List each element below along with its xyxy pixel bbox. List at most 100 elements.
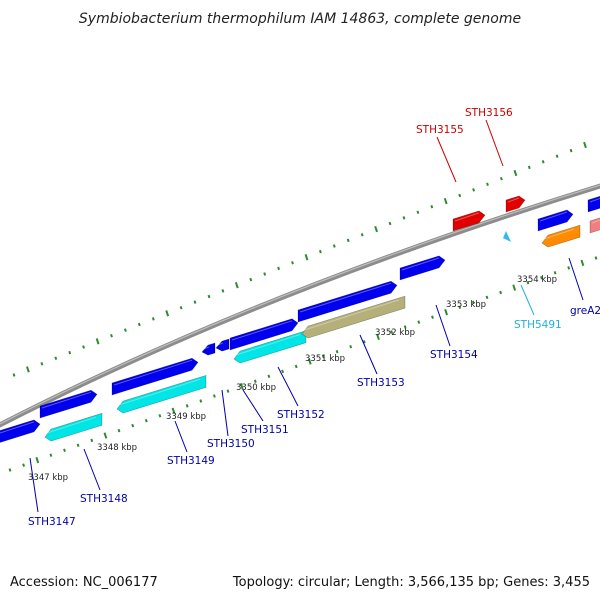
outer-track-dot xyxy=(555,154,559,158)
label-leader-lines xyxy=(29,119,584,513)
gene-label-grea2[interactable]: greA2 xyxy=(570,305,600,317)
inner-track-dot xyxy=(307,358,312,365)
outer-track-dot xyxy=(360,233,364,237)
inner-track-dot xyxy=(117,428,121,433)
inner-track-dot xyxy=(349,344,353,349)
gene-orange[interactable] xyxy=(541,224,581,248)
outer-track-dot xyxy=(82,345,86,349)
gene-next-blue[interactable] xyxy=(587,195,600,213)
tick-label-3354: 3354 kbp xyxy=(517,275,557,285)
leader-sth3147 xyxy=(29,457,39,513)
inner-track-dot xyxy=(63,448,66,453)
gene-label-sth3156[interactable]: STH3156 xyxy=(465,107,513,119)
gene-sth3148-rev-highlight xyxy=(46,416,97,434)
gene-sth3149-rev[interactable] xyxy=(116,374,207,414)
tick-labels: 3347 kbp 3348 kbp 3349 kbp 3350 kbp 3351… xyxy=(28,275,557,483)
gene-label-sth3148[interactable]: STH3148 xyxy=(80,493,128,505)
inner-track-dot xyxy=(390,330,394,334)
outer-track-dot xyxy=(221,289,225,293)
gene-track xyxy=(0,195,600,444)
leader-sth3148 xyxy=(83,448,101,491)
gene-grea2[interactable] xyxy=(537,209,574,232)
outer-track-dot xyxy=(374,225,378,233)
outer-track-dot xyxy=(151,317,155,321)
gene-label-sth3152[interactable]: STH3152 xyxy=(277,409,325,421)
gene-sth3148-highlight xyxy=(41,391,92,409)
outer-track-dot xyxy=(95,338,100,345)
outer-track-dot xyxy=(527,165,531,170)
outer-track-dot xyxy=(430,204,434,209)
tick-label-3352: 3352 kbp xyxy=(375,328,415,338)
gene-sth3150-highlight xyxy=(203,346,210,350)
gene-label-sth5491[interactable]: STH5491 xyxy=(514,319,562,331)
outer-dotted-track xyxy=(12,141,587,377)
inner-dotted-track xyxy=(8,256,598,472)
outer-track-dot xyxy=(277,266,281,271)
leader-grea2 xyxy=(568,257,584,301)
inner-track-dot xyxy=(8,468,12,472)
genome-backbone-highlight xyxy=(0,184,600,425)
gene-sth3149[interactable] xyxy=(111,357,199,396)
gene-label-sth3155[interactable]: STH3155 xyxy=(416,124,464,136)
outer-track-dot xyxy=(291,261,294,265)
gene-sth3155[interactable] xyxy=(452,210,486,232)
inner-track-dot xyxy=(253,379,257,384)
tick-label-3349: 3349 kbp xyxy=(166,412,206,422)
outer-track-dot xyxy=(137,322,141,327)
inner-track-dot xyxy=(431,315,434,319)
inner-track-dot xyxy=(103,432,108,439)
inner-track-dot xyxy=(35,456,40,464)
outer-track-dot xyxy=(499,176,503,181)
gene-pink[interactable] xyxy=(589,216,600,234)
leader-sth3155 xyxy=(436,136,457,183)
gene-sth3150[interactable] xyxy=(201,342,216,356)
outer-track-dot xyxy=(40,362,44,366)
gene-sth3154[interactable] xyxy=(399,255,446,281)
gene-sth3152-fwd[interactable] xyxy=(229,318,299,351)
gene-sth3153-fwd-highlight xyxy=(299,282,392,313)
gene-sth5491[interactable] xyxy=(503,231,511,242)
leader-sth3154 xyxy=(435,304,451,347)
gene-sth3149-rev-highlight xyxy=(118,378,201,406)
gene-label-sth3153[interactable]: STH3153 xyxy=(357,377,405,389)
outer-track-dot xyxy=(304,254,309,261)
outer-track-dot xyxy=(541,160,545,164)
outer-track-dot xyxy=(569,148,573,153)
inner-track-dot xyxy=(158,414,162,418)
gene-sth3152-highlight xyxy=(235,334,301,356)
outer-track-dot xyxy=(123,328,127,332)
outer-track-dot xyxy=(388,221,392,226)
inner-track-dot xyxy=(90,438,94,443)
outer-track-dot xyxy=(402,216,406,220)
gene-label-sth3151[interactable]: STH3151 xyxy=(241,424,289,436)
gene-label-sth3147[interactable]: STH3147 xyxy=(28,516,76,528)
gene-sth3156[interactable] xyxy=(505,195,526,213)
gene-sth3151[interactable] xyxy=(215,338,230,352)
gene-sth3154-highlight xyxy=(401,257,440,271)
gene-sth3148[interactable] xyxy=(39,389,98,419)
tick-label-3347: 3347 kbp xyxy=(28,473,68,483)
gene-sth3153-fwd[interactable] xyxy=(297,280,398,323)
inner-track-dot xyxy=(594,256,598,260)
inner-track-dot xyxy=(485,295,489,300)
gene-sth3147[interactable] xyxy=(0,419,41,444)
gene-label-sth3150[interactable]: STH3150 xyxy=(207,438,255,450)
inner-track-dot xyxy=(185,404,189,408)
gene-sth3149-highlight xyxy=(113,359,193,386)
gene-label-sth3149[interactable]: STH3149 xyxy=(167,455,215,467)
leader-sth3151 xyxy=(242,389,264,422)
inner-track-dot xyxy=(281,369,285,374)
gene-labels: STH3147 STH3148 STH3149 STH3150 STH3151 … xyxy=(28,107,600,528)
inner-track-dot xyxy=(144,418,148,423)
inner-track-dot xyxy=(540,275,543,280)
inner-track-dot xyxy=(580,259,585,267)
gene-sth3148-rev[interactable] xyxy=(44,412,103,442)
gene-label-sth3154[interactable]: STH3154 xyxy=(430,349,478,361)
gene-sth3153[interactable] xyxy=(301,295,406,339)
inner-track-dot xyxy=(567,266,571,270)
inner-track-dot xyxy=(376,333,380,341)
outer-track-dot xyxy=(583,141,587,149)
outer-track-dot xyxy=(458,193,462,198)
map-title: Symbiobacterium thermophilum IAM 14863, … xyxy=(79,11,521,27)
leader-sth5491 xyxy=(520,284,535,316)
